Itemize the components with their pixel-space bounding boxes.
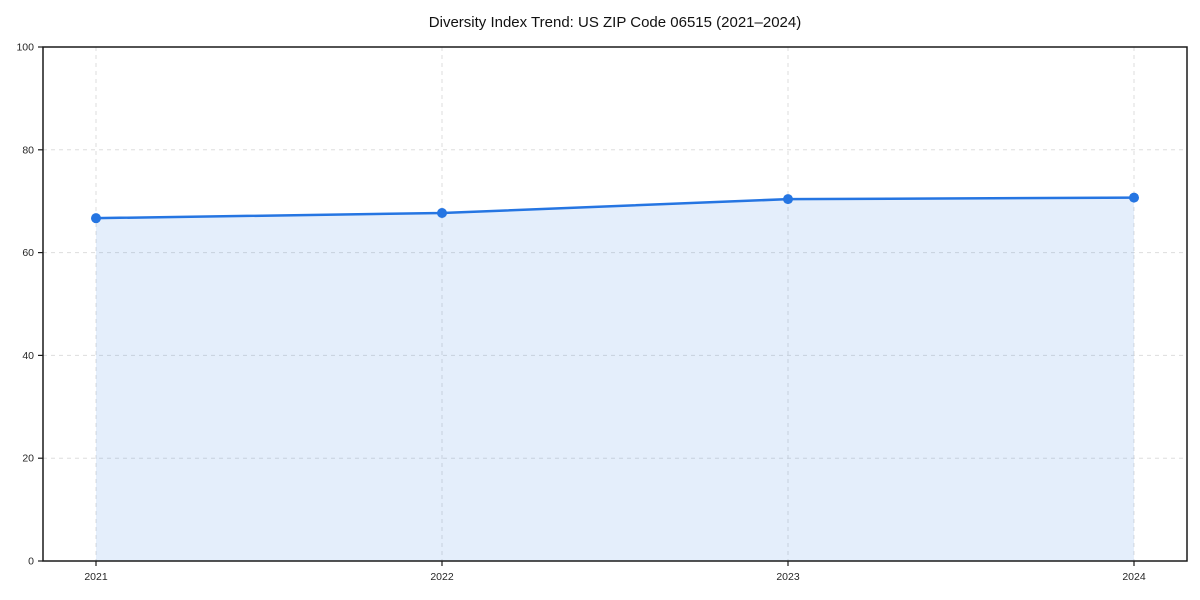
x-tick-label: 2021 [84, 571, 108, 583]
data-point-2021 [91, 213, 101, 224]
y-tick-label: 0 [28, 556, 34, 568]
y-tick-label: 100 [16, 42, 34, 54]
data-point-2023 [783, 194, 793, 205]
y-tick-label: 60 [22, 247, 34, 259]
area-fill [96, 197, 1134, 562]
x-tick-label: 2022 [430, 571, 454, 583]
x-tick-label: 2024 [1122, 571, 1146, 583]
chart-title: Diversity Index Trend: US ZIP Code 06515… [429, 14, 801, 31]
data-point-2022 [437, 208, 447, 219]
y-tick-label: 20 [22, 453, 34, 465]
plot-frame [42, 46, 1188, 562]
plot-area: 0 20 40 60 80 100 2021 2022 2023 2024 [16, 42, 1188, 583]
y-tick-label: 80 [22, 144, 34, 156]
data-point-2024 [1129, 192, 1139, 203]
trend-line [94, 196, 1136, 220]
y-tick-label: 40 [22, 350, 34, 362]
x-tick-label: 2023 [776, 571, 800, 583]
